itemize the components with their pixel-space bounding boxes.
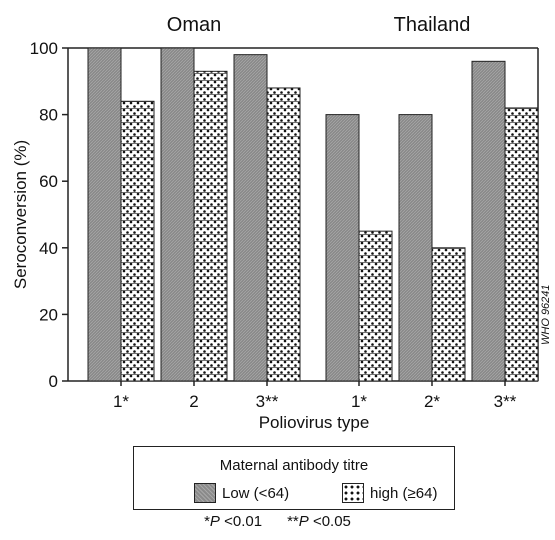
bar-low <box>398 114 433 382</box>
y-tick-label: 80 <box>39 106 58 125</box>
legend: Maternal antibody titre Low (<64) high (… <box>133 446 455 510</box>
bar-low <box>325 114 360 382</box>
legend-item-high: high (≥64) <box>342 483 437 503</box>
bar-high <box>120 100 155 382</box>
bar-low <box>233 54 268 382</box>
bar-low <box>87 47 122 382</box>
bar-low <box>160 47 195 382</box>
x-tick-label: 2 <box>189 392 198 411</box>
bar-high <box>504 107 539 382</box>
significance-footnote: *P <0.01 **P <0.05 <box>0 513 555 530</box>
x-tick-label: 1* <box>351 392 367 411</box>
legend-item-low: Low (<64) <box>194 483 289 503</box>
legend-label-low: Low (<64) <box>222 484 290 502</box>
footnote-mark-2: ** <box>287 513 299 530</box>
y-tick-label: 40 <box>39 239 58 258</box>
y-axis-title: Seroconversion (%) <box>11 140 30 289</box>
y-tick-label: 60 <box>39 172 58 191</box>
footnote-value-2: <0.05 <box>308 513 351 530</box>
x-tick-label: 3** <box>256 392 279 411</box>
y-tick-label: 100 <box>30 39 58 58</box>
seroconversion-chart: 0 20 40 60 80 100 1* 2 3** Oman 1* 2* 3** Thailand Ser… <box>11 14 539 432</box>
bar-high <box>358 230 393 382</box>
plot-area: 0 20 40 60 80 100 1* 2 3** Oman 1* 2* 3** Thailand Ser… <box>11 14 539 432</box>
legend-swatch-low <box>194 483 216 503</box>
legend-title: Maternal antibody titre <box>219 457 369 474</box>
group-title: Thailand <box>394 14 471 36</box>
y-tick-label: 20 <box>39 305 58 324</box>
legend-swatch-high <box>342 483 364 503</box>
bar-high <box>193 70 228 382</box>
footnote-var-2: P <box>298 513 309 530</box>
x-tick-label: 2* <box>424 392 440 411</box>
footnote-var-1: P <box>209 513 220 530</box>
x-axis-title: Poliovirus type <box>259 413 370 432</box>
bar-low <box>471 60 506 382</box>
group-title: Oman <box>167 14 221 36</box>
bar-high <box>266 87 301 382</box>
watermark-code: WHO 96241 <box>540 284 552 345</box>
legend-label-high: high (≥64) <box>370 484 438 502</box>
bar-high <box>431 247 466 382</box>
footnote-mark-1: * <box>204 513 210 530</box>
footnote-value-1: <0.01 <box>219 513 263 530</box>
y-tick-label: 0 <box>49 372 58 391</box>
x-tick-label: 1* <box>113 392 129 411</box>
x-tick-label: 3** <box>494 392 517 411</box>
